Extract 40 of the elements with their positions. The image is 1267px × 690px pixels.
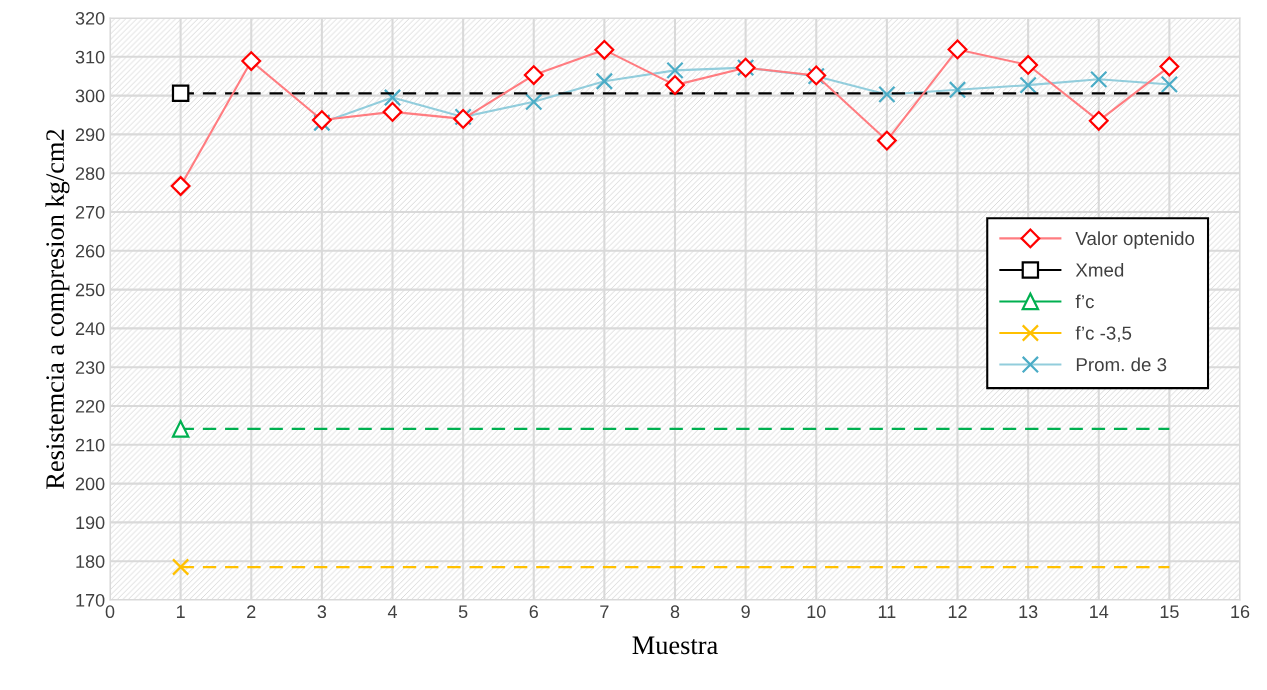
x-tick-label: 10 (807, 605, 826, 619)
x-tick-label: 7 (600, 605, 609, 618)
y-tick-label: 170 (76, 593, 105, 607)
x-tick-label: 9 (741, 605, 750, 619)
x-tick-label: 8 (670, 605, 680, 619)
y-tick-label: 310 (75, 50, 105, 64)
y-tick-label: 190 (76, 516, 105, 530)
x-tick-label: 12 (948, 605, 967, 618)
y-axis-title: Resistemcia a compresion kg/cm2 (45, 129, 70, 489)
legend-label: Valor optenido (1075, 231, 1195, 249)
x-tick-label: 1 (176, 605, 185, 618)
y-tick-label: 230 (75, 361, 105, 374)
x-axis-title: Muestra (632, 636, 718, 655)
x-tick-label: 11 (878, 605, 896, 618)
x-tick-label: 2 (247, 605, 256, 618)
x-tick-label: 13 (1019, 605, 1038, 619)
y-tick-label: 300 (75, 89, 105, 103)
y-tick-label: 270 (75, 205, 105, 219)
y-tick-label: 320 (75, 11, 105, 25)
y-tick-label: 250 (75, 283, 105, 297)
y-tick-label: 260 (75, 244, 105, 258)
x-tick-label: 16 (1231, 605, 1250, 619)
y-tick-label: 290 (75, 128, 105, 142)
x-tick-label: 4 (387, 605, 397, 618)
legend-label: Xmed (1075, 262, 1124, 277)
x-tick-label: 6 (529, 605, 538, 619)
x-tick-label: 14 (1090, 605, 1109, 618)
x-tick-label: 15 (1160, 605, 1179, 619)
y-tick-label: 210 (75, 438, 105, 452)
y-tick-label: 280 (75, 167, 105, 180)
legend-label: Prom. de 3 (1076, 357, 1167, 372)
x-tick-label: 5 (458, 605, 468, 619)
x-tick-label: 3 (317, 605, 327, 619)
legend-label: f’c (1075, 294, 1094, 309)
y-tick-label: 200 (75, 477, 105, 491)
legend-label: f’c -3,5 (1075, 326, 1132, 342)
x-tick-label: 0 (105, 605, 115, 619)
y-tick-label: 220 (75, 399, 105, 413)
y-tick-label: 180 (76, 555, 105, 568)
y-tick-label: 240 (75, 322, 105, 336)
